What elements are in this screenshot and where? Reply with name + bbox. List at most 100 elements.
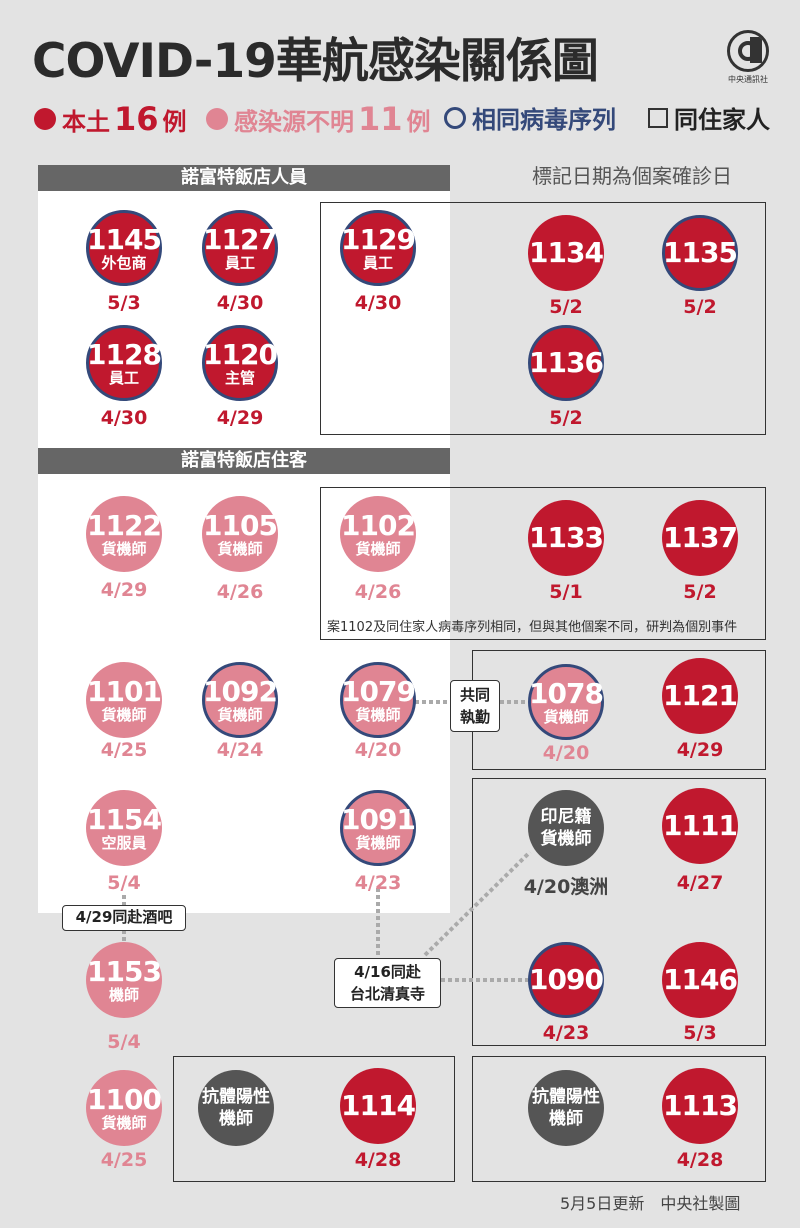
case-node-antibody-pilot-1: 抗體陽性 機師 xyxy=(198,1070,274,1146)
case-line2: 貨機師 xyxy=(540,829,592,849)
case-num: 1100 xyxy=(87,1082,162,1116)
case-node-1135: 1135 xyxy=(662,215,738,291)
case-date-1111: 4/27 xyxy=(676,872,724,894)
case-node-1145: 1145 外包商 xyxy=(86,210,162,286)
case-role: 貨機師 xyxy=(543,707,589,726)
local-dot-icon xyxy=(34,108,56,130)
case-role: 員工 xyxy=(362,253,393,272)
legend-sequence-label: 相同病毒序列 xyxy=(472,106,616,134)
case-num: 1153 xyxy=(87,954,162,988)
case-num: 1078 xyxy=(529,676,604,710)
case-node-1092: 1092 貨機師 xyxy=(202,662,278,738)
case-node-1146: 1146 xyxy=(662,942,738,1018)
case-line1: 抗體陽性 xyxy=(532,1087,600,1107)
case-date-indonesian-pilot: 4/20澳洲 xyxy=(523,876,609,898)
case-num: 1127 xyxy=(203,222,278,256)
case-role: 員工 xyxy=(108,368,139,387)
case-date-1091: 4/23 xyxy=(354,872,402,894)
cna-logo-text: 中央通訊社 xyxy=(728,75,768,84)
bar-callout: 4/29同赴酒吧 xyxy=(62,905,186,931)
case-line1: 抗體陽性 xyxy=(202,1087,270,1107)
case-node-1114: 1114 xyxy=(340,1068,416,1144)
case-role: 貨機師 xyxy=(355,833,401,852)
case-date-1134: 5/2 xyxy=(549,296,583,318)
case-num: 1079 xyxy=(341,674,416,708)
case-node-antibody-pilot-2: 抗體陽性 機師 xyxy=(528,1070,604,1146)
case-node-1079: 1079 貨機師 xyxy=(340,662,416,738)
case-date-1100: 4/25 xyxy=(100,1149,148,1171)
case-role: 貨機師 xyxy=(101,705,147,724)
case-date-1120: 4/29 xyxy=(216,407,264,429)
cna-logo: 中央通訊社 xyxy=(718,30,778,84)
case-node-1101: 1101 貨機師 xyxy=(86,662,162,738)
case-date-1146: 5/3 xyxy=(683,1022,717,1044)
legend-local-unit: 例 xyxy=(162,107,187,136)
legend-local-label: 本土 xyxy=(62,107,110,136)
case-node-1122: 1122 貨機師 xyxy=(86,496,162,572)
case-num: 1120 xyxy=(203,337,278,371)
legend-unknown: 感染源不明 11 例 xyxy=(206,100,431,138)
case-node-1113: 1113 xyxy=(662,1068,738,1144)
footer-credit: 5月5日更新 中央社製圖 xyxy=(560,1194,741,1213)
case-node-1105: 1105 貨機師 xyxy=(202,496,278,572)
case-line2: 機師 xyxy=(219,1109,253,1129)
case-date-1113: 4/28 xyxy=(676,1149,724,1171)
sequence-ring-icon xyxy=(444,106,466,129)
case-node-1102: 1102 貨機師 xyxy=(340,496,416,572)
case-line2: 機師 xyxy=(549,1109,583,1129)
shared-duty-line1: 共同 xyxy=(459,686,490,704)
case-role: 貨機師 xyxy=(101,539,147,558)
case-date-1145: 5/3 xyxy=(107,292,141,314)
case-role: 空服員 xyxy=(101,833,147,852)
case-num: 1111 xyxy=(663,809,738,842)
case-num: 1135 xyxy=(663,236,738,269)
case-num: 1102 xyxy=(341,508,416,542)
case-role: 貨機師 xyxy=(217,539,263,558)
household-frame-1114 xyxy=(173,1056,455,1182)
legend-unknown-label: 感染源不明 xyxy=(234,107,354,136)
case-num: 1128 xyxy=(87,337,162,371)
case-node-1136: 1136 xyxy=(528,325,604,401)
case-role: 員工 xyxy=(224,253,255,272)
case-node-1134: 1134 xyxy=(528,215,604,291)
case-node-1133: 1133 xyxy=(528,500,604,576)
case-node-1154: 1154 空服員 xyxy=(86,790,162,866)
case-num: 1136 xyxy=(529,346,604,379)
case-role: 貨機師 xyxy=(101,1113,147,1132)
case-node-1137: 1137 xyxy=(662,500,738,576)
case-role: 主管 xyxy=(224,368,255,387)
case-date-1127: 4/30 xyxy=(216,292,264,314)
case-node-1128: 1128 員工 xyxy=(86,325,162,401)
case-date-1135: 5/2 xyxy=(683,296,717,318)
mosque-line-indo xyxy=(423,850,532,957)
case-num: 1090 xyxy=(529,963,604,996)
case-num: 1137 xyxy=(663,521,738,554)
household-frame-1129 xyxy=(320,202,766,435)
case-role: 外包商 xyxy=(101,253,147,272)
case-date-1079: 4/20 xyxy=(354,739,402,761)
legend-household-label: 同住家人 xyxy=(674,106,770,134)
case-role: 貨機師 xyxy=(217,705,263,724)
case-date-1121: 4/29 xyxy=(676,739,724,761)
section-guests-header: 諾富特飯店住客 xyxy=(38,448,450,474)
legend-local-count: 16 xyxy=(114,100,159,138)
case-date-1154: 5/4 xyxy=(107,872,141,894)
case-num: 1101 xyxy=(87,674,162,708)
case-node-1078: 1078 貨機師 xyxy=(528,664,604,740)
case-date-1133: 5/1 xyxy=(549,581,583,603)
mosque-line1: 4/16同赴 xyxy=(354,963,421,981)
shared-duty-callout: 共同 執勤 xyxy=(450,680,500,732)
case-node-1091: 1091 貨機師 xyxy=(340,790,416,866)
case-node-1129: 1129 員工 xyxy=(340,210,416,286)
date-note: 標記日期為個案確診日 xyxy=(532,164,732,188)
household-frame-1090 xyxy=(472,778,766,1046)
case-node-1121: 1121 xyxy=(662,658,738,734)
case-num: 1113 xyxy=(663,1089,738,1122)
case-node-1120: 1120 主管 xyxy=(202,325,278,401)
household-frame-1102 xyxy=(320,487,766,640)
legend-unknown-unit: 例 xyxy=(406,107,431,136)
case-num: 1121 xyxy=(663,679,738,712)
case-node-1111: 1111 xyxy=(662,788,738,864)
case-date-1105: 4/26 xyxy=(216,581,264,603)
